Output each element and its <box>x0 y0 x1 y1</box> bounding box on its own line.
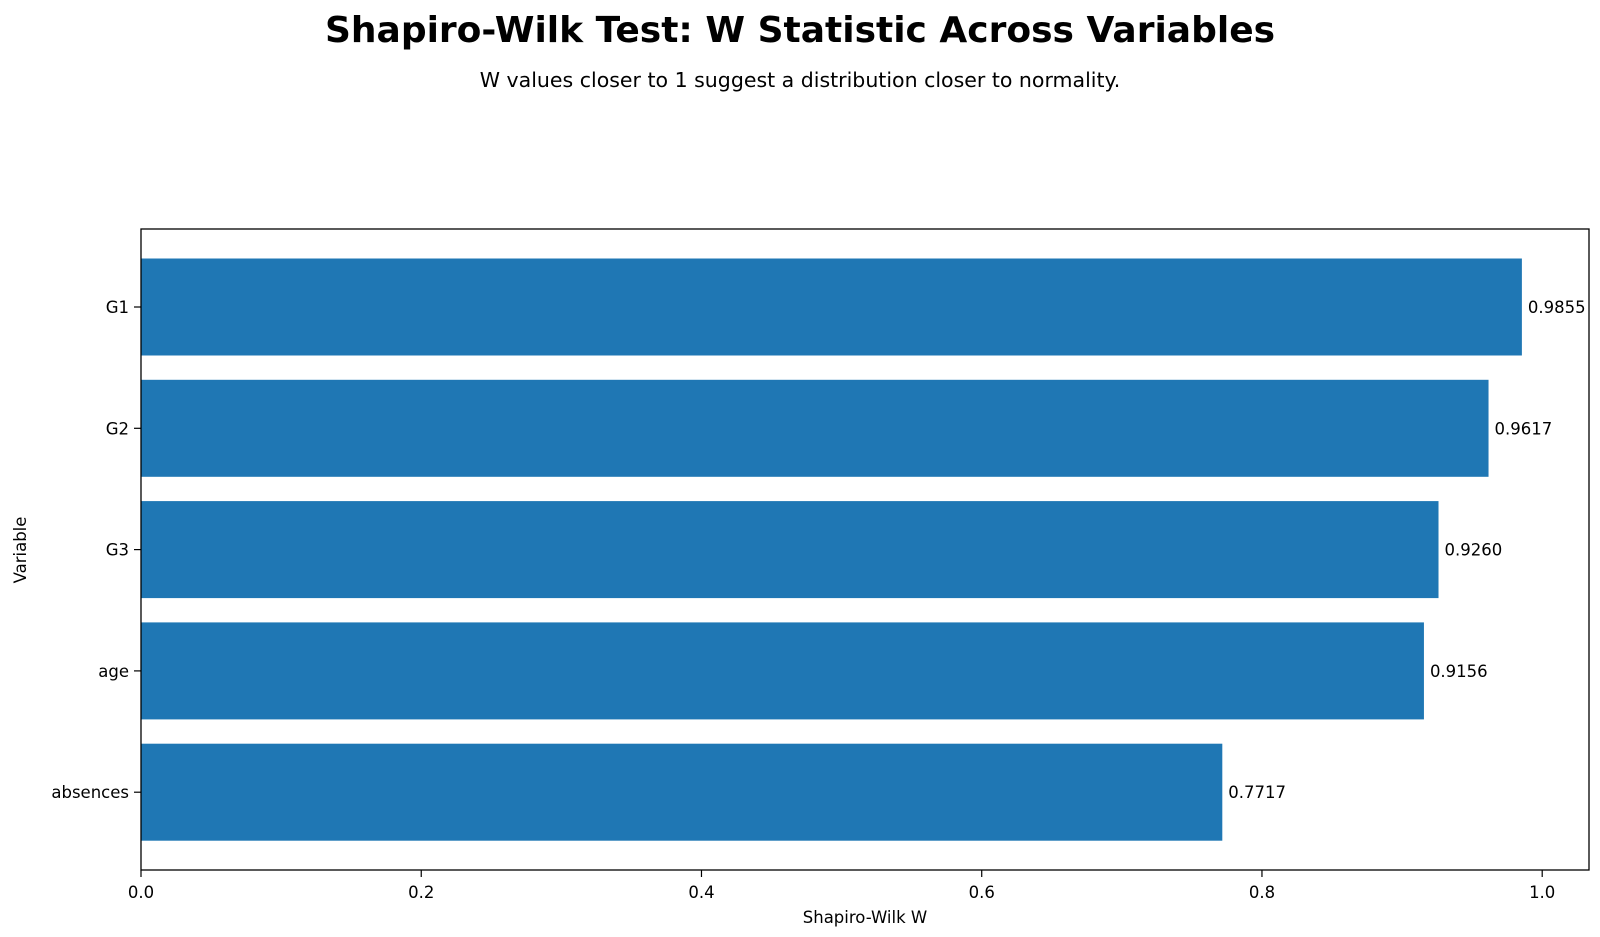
y-tick-label: G1 <box>106 298 129 317</box>
x-tick-label: 0.8 <box>1249 883 1275 902</box>
y-axis-label: Variable <box>11 517 30 584</box>
chart-title: Shapiro-Wilk Test: W Statistic Across Va… <box>325 10 1275 51</box>
bars-group <box>141 258 1522 841</box>
y-tick-label: absences <box>51 783 129 802</box>
data-label-g1: 0.9855 <box>1528 298 1586 317</box>
bar-g2 <box>141 379 1489 477</box>
y-tick-label: age <box>98 662 129 681</box>
y-tick-label: G3 <box>106 541 129 560</box>
y-tick-label: G2 <box>106 419 129 438</box>
x-tick-label: 0.0 <box>128 883 154 902</box>
data-labels-group: 0.9855 0.9617 0.9260 0.9156 0.7717 <box>1228 298 1585 802</box>
x-tick-label: 0.2 <box>408 883 434 902</box>
x-tick-label: 1.0 <box>1529 883 1555 902</box>
y-axis-ticks: G1 G2 G3 age absences <box>51 298 141 802</box>
bar-absences <box>141 743 1223 841</box>
x-axis-ticks: 0.0 0.2 0.4 0.6 0.8 1.0 <box>128 870 1555 902</box>
x-axis-label: Shapiro-Wilk W <box>803 908 927 927</box>
bar-g1 <box>141 258 1522 356</box>
chart-subtitle: W values closer to 1 suggest a distribut… <box>480 68 1120 92</box>
x-tick-label: 0.6 <box>969 883 995 902</box>
x-tick-label: 0.4 <box>688 883 714 902</box>
data-label-g3: 0.9260 <box>1445 541 1503 560</box>
bar-g3 <box>141 501 1439 599</box>
bar-age <box>141 622 1424 720</box>
data-label-absences: 0.7717 <box>1228 783 1286 802</box>
data-label-g2: 0.9617 <box>1495 419 1553 438</box>
data-label-age: 0.9156 <box>1430 662 1488 681</box>
